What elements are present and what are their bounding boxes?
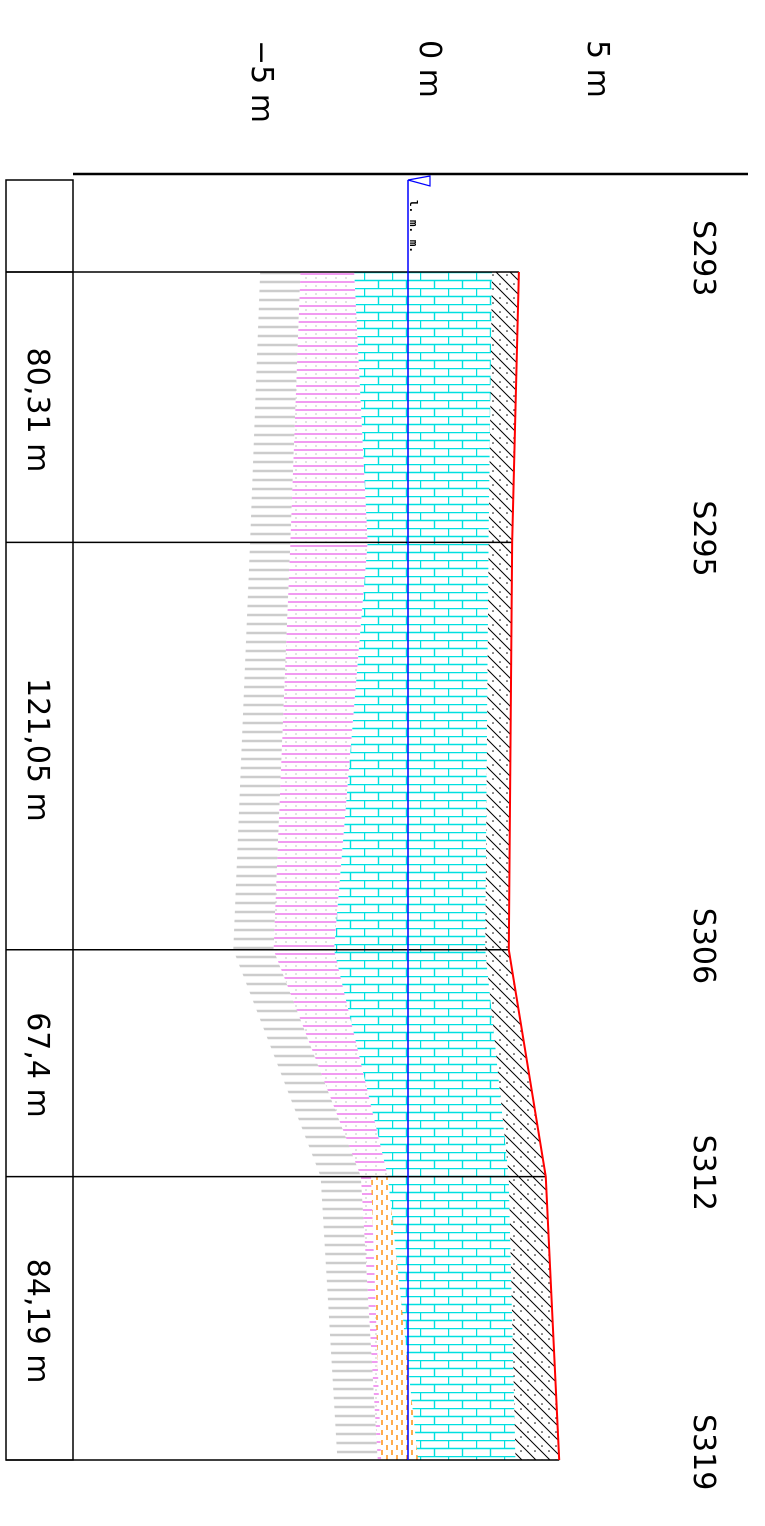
- segment-length-label: 67,4 m: [20, 1012, 55, 1118]
- profile-labels: l. m. m. 5 m 0 m −5 m S293 S295 S306 S312 S319 80…: [20, 40, 721, 1490]
- segment-length-label: 84,19 m: [20, 1259, 55, 1384]
- station-label-S295: S295: [686, 500, 721, 576]
- surface-line: [507, 271, 561, 1461]
- segment-length-label: 121,05 m: [20, 678, 55, 822]
- axis-tick-label: 5 m: [580, 40, 615, 98]
- station-label-S312: S312: [686, 1135, 721, 1211]
- soil-layers: [233, 272, 560, 1460]
- hatched-layer: [485, 272, 560, 1460]
- water-level-marker-icon: [407, 175, 431, 187]
- axis-tick-label: 0 m: [412, 40, 447, 98]
- grey-layer: [233, 272, 378, 1460]
- station-label-S306: S306: [686, 908, 721, 984]
- station-label-S319: S319: [686, 1414, 721, 1490]
- station-grid: [5, 172, 748, 1461]
- pink-layer: [273, 272, 419, 1460]
- axis-tick-label: −5 m: [244, 40, 279, 123]
- brick-layer: [334, 272, 516, 1460]
- station-label-S293: S293: [686, 220, 721, 296]
- segment-length-label: 80,31 m: [20, 348, 55, 473]
- profile-lines: [407, 175, 561, 1461]
- water-level-label: l. m. m.: [407, 200, 420, 253]
